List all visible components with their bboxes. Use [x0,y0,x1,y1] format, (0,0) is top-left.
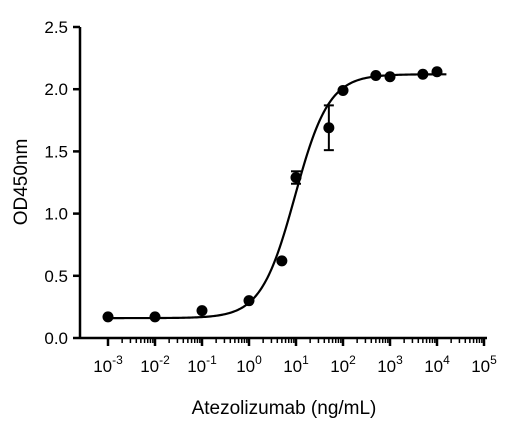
x-tick-label: 10-1 [187,353,217,376]
x-tick-exponent: -1 [206,353,217,367]
x-tick-base: 10 [330,357,349,376]
data-points [102,66,443,323]
x-tick-exponent: -2 [159,353,170,367]
x-tick-exponent: 0 [255,353,262,367]
x-ticks: 10-3 10-2 10-1 100 101 102 103 104 105 [93,338,497,376]
x-tick-base: 10 [377,357,396,376]
y-tick-label: 0.0 [44,329,68,348]
y-ticks: 0.0 0.5 1.0 1.5 2.0 2.5 [44,18,80,348]
x-tick-label: 10-2 [140,353,170,376]
x-tick-label: 103 [377,353,403,376]
data-point [196,305,208,317]
x-tick-base: 10 [140,357,159,376]
x-tick-label: 10-3 [93,353,123,376]
data-point [431,66,443,78]
x-tick-label: 101 [283,353,309,376]
x-tick-exponent: 2 [349,353,356,367]
data-point [384,71,396,83]
data-point [370,70,382,82]
x-tick-exponent: 4 [443,353,450,367]
y-tick-label: 1.0 [44,205,68,224]
x-tick-base: 10 [424,357,443,376]
x-tick-label: 102 [330,353,356,376]
y-tick-label: 0.5 [44,267,68,286]
data-point [149,311,161,323]
x-tick-exponent: 1 [302,353,309,367]
data-point [323,122,335,134]
x-tick-exponent: 5 [490,353,497,367]
data-point [276,255,288,267]
x-tick-base: 10 [236,357,255,376]
x-tick-base: 10 [471,357,490,376]
x-tick-label: 104 [424,353,450,376]
x-axis-title: Atezolizumab (ng/mL) [192,398,377,419]
data-point [102,311,114,323]
y-tick-label: 1.5 [44,142,68,161]
x-tick-base: 10 [187,357,206,376]
x-tick-label: 100 [236,353,262,376]
x-tick-exponent: 3 [396,353,403,367]
x-tick-base: 10 [93,357,112,376]
y-axis-title: OD450nm [11,139,32,226]
y-axis: 0.0 0.5 1.0 1.5 2.0 2.5 [44,18,82,348]
x-axis: 10-3 10-2 10-1 100 101 102 103 104 105 [80,336,497,376]
data-point [337,84,349,96]
data-point [243,295,255,307]
y-tick-label: 2.5 [44,18,68,37]
y-tick-label: 2.0 [44,80,68,99]
x-tick-base: 10 [283,357,302,376]
x-tick-exponent: -3 [112,353,123,367]
fit-curve [108,73,447,320]
data-point [290,172,302,184]
data-point [417,68,429,80]
x-tick-label: 105 [471,353,497,376]
